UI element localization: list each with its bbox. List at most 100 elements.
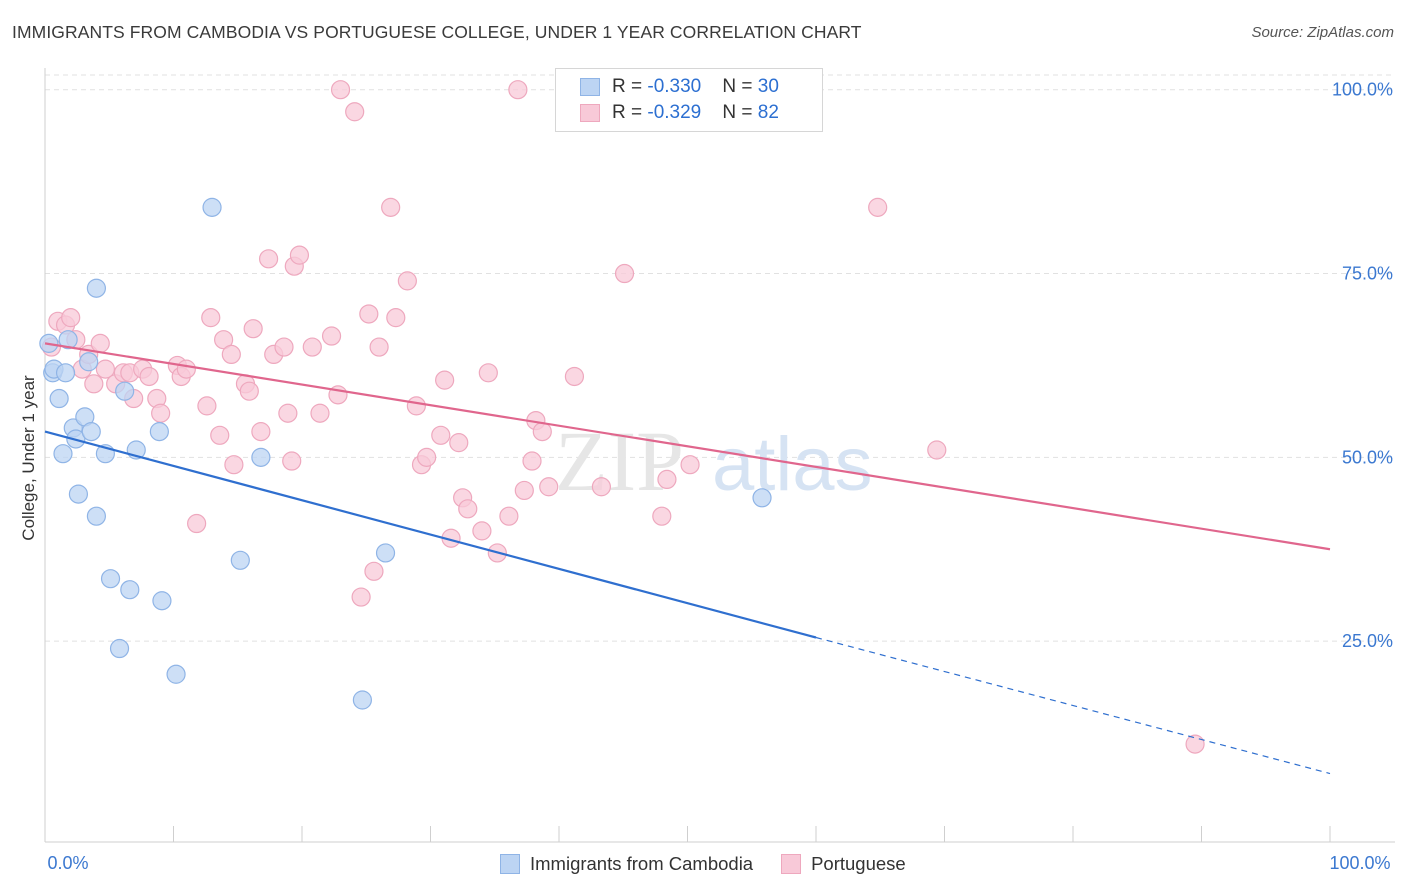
legend-item-cambodia[interactable]: Immigrants from Cambodia	[500, 853, 753, 875]
y-tick-label: 100.0%	[1332, 80, 1393, 100]
legend-row-cambodia: R = -0.330 N = 30	[580, 74, 779, 100]
legend-r-label: R =	[612, 102, 648, 123]
portuguese-point[interactable]	[84, 374, 104, 394]
portuguese-point[interactable]	[201, 308, 221, 328]
portuguese-point[interactable]	[243, 319, 263, 339]
portuguese-point[interactable]	[417, 447, 437, 467]
portuguese-point[interactable]	[431, 425, 451, 445]
cambodia-point[interactable]	[100, 569, 121, 589]
cambodia-point[interactable]	[68, 484, 89, 504]
cambodia-point[interactable]	[202, 197, 222, 217]
y-tick-label: 50.0%	[1342, 447, 1393, 467]
portuguese-point[interactable]	[282, 451, 302, 471]
cambodia-point[interactable]	[58, 330, 78, 350]
portuguese-point[interactable]	[359, 304, 379, 324]
portuguese-point[interactable]	[927, 440, 947, 460]
cambodia-point[interactable]	[375, 543, 396, 563]
portuguese-point[interactable]	[499, 506, 519, 526]
portuguese-point[interactable]	[514, 480, 534, 501]
portuguese-point[interactable]	[614, 263, 635, 284]
portuguese-point[interactable]	[591, 477, 612, 497]
cambodia-point[interactable]	[352, 690, 372, 710]
portuguese-point[interactable]	[176, 359, 196, 379]
cambodia-point[interactable]	[49, 388, 69, 409]
cambodia-point[interactable]	[109, 638, 130, 659]
cambodia-point[interactable]	[53, 444, 73, 464]
portuguese-point[interactable]	[449, 433, 469, 453]
portuguese-point[interactable]	[197, 396, 217, 416]
portuguese-point[interactable]	[472, 521, 492, 541]
trend-lines	[44, 342, 1331, 775]
legend-r-label: R =	[612, 76, 648, 97]
portuguese-point[interactable]	[406, 396, 426, 416]
portuguese-point[interactable]	[251, 422, 271, 442]
portuguese-point[interactable]	[532, 422, 552, 442]
portuguese-point[interactable]	[345, 102, 365, 122]
portuguese-point[interactable]	[61, 308, 81, 328]
legend-n-value-portuguese: 82	[757, 102, 779, 123]
portuguese-point[interactable]	[652, 506, 672, 526]
cambodia-point[interactable]	[86, 278, 107, 298]
portuguese-point[interactable]	[386, 308, 406, 328]
portuguese-point[interactable]	[289, 245, 310, 265]
portuguese-point[interactable]	[1185, 734, 1205, 754]
portuguese-point[interactable]	[310, 403, 330, 423]
portuguese-point[interactable]	[657, 469, 677, 490]
legend-r-value-portuguese: -0.329	[647, 102, 702, 123]
portuguese-point[interactable]	[330, 80, 351, 100]
portuguese-point[interactable]	[478, 363, 498, 383]
portuguese-point[interactable]	[351, 587, 371, 607]
portuguese-point[interactable]	[239, 381, 259, 401]
portuguese-point[interactable]	[868, 197, 888, 217]
portuguese-point[interactable]	[564, 366, 585, 387]
correlation-legend: R = -0.330 N = 30 R = -0.329 N = 82	[555, 68, 823, 132]
x-tick-label: 0.0%	[47, 853, 88, 873]
cambodia-point[interactable]	[81, 422, 101, 442]
legend-row-portuguese: R = -0.329 N = 82	[580, 100, 779, 126]
cambodia-point[interactable]	[55, 363, 76, 383]
portuguese-point[interactable]	[364, 561, 384, 581]
portuguese-point[interactable]	[321, 326, 342, 346]
portuguese-point[interactable]	[278, 403, 298, 423]
x-tick-label: 100.0%	[1329, 853, 1390, 873]
portuguese-point[interactable]	[539, 477, 559, 497]
portuguese-point[interactable]	[508, 80, 528, 100]
portuguese-point[interactable]	[369, 337, 389, 357]
cambodia-point[interactable]	[120, 580, 140, 600]
portuguese-point[interactable]	[95, 359, 115, 379]
portuguese-point[interactable]	[221, 344, 241, 365]
portuguese-point[interactable]	[224, 455, 244, 475]
portuguese-point[interactable]	[302, 337, 322, 357]
portuguese-point[interactable]	[187, 513, 207, 534]
portuguese-point[interactable]	[139, 366, 159, 387]
portuguese-point[interactable]	[522, 451, 542, 471]
portuguese-point[interactable]	[90, 333, 110, 353]
cambodia-points	[39, 197, 772, 710]
portuguese-point[interactable]	[397, 271, 417, 291]
portuguese-point[interactable]	[258, 249, 279, 269]
legend-label-cambodia: Immigrants from Cambodia	[530, 853, 754, 874]
cambodia-point[interactable]	[149, 422, 169, 442]
grid-layer: 25.0% 50.0% 75.0% 100.0%	[45, 74, 1395, 651]
portuguese-point[interactable]	[274, 337, 294, 357]
portuguese-point[interactable]	[381, 197, 401, 217]
cambodia-point[interactable]	[115, 381, 135, 401]
legend-swatch-cambodia	[500, 854, 520, 874]
cambodia-point[interactable]	[251, 447, 271, 467]
legend-n-label: N =	[722, 102, 758, 123]
legend-r-value-cambodia: -0.330	[647, 76, 702, 97]
cambodia-point[interactable]	[752, 488, 772, 508]
cambodia-point[interactable]	[86, 506, 107, 526]
cambodia-point[interactable]	[166, 664, 186, 684]
portuguese-point[interactable]	[435, 370, 455, 390]
cambodia-point[interactable]	[230, 550, 250, 570]
cambodia-point[interactable]	[79, 352, 99, 372]
portuguese-point[interactable]	[151, 403, 171, 423]
portuguese-point[interactable]	[458, 499, 478, 519]
portuguese-point[interactable]	[210, 425, 230, 445]
legend-item-portuguese[interactable]: Portuguese	[781, 853, 906, 875]
cambodia-point[interactable]	[152, 591, 172, 611]
portuguese-point[interactable]	[680, 455, 700, 475]
watermark-atlas: atlas	[712, 422, 873, 507]
